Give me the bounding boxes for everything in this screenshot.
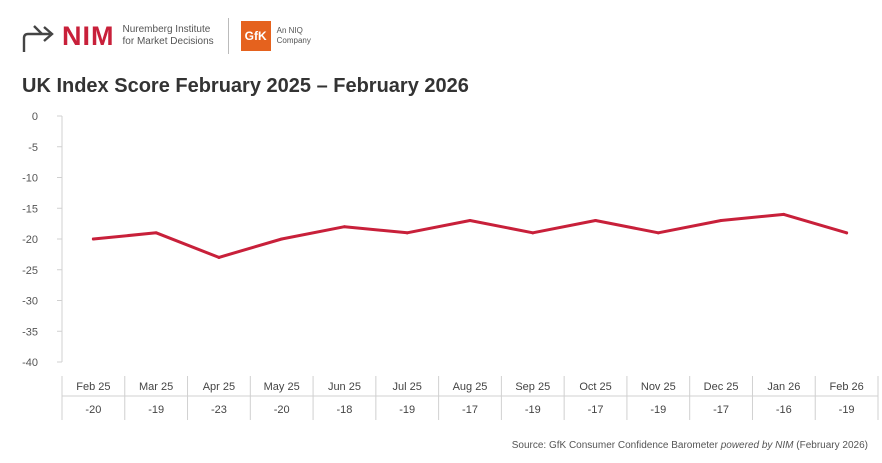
data-value-label: -19	[148, 404, 164, 416]
x-category-label: Sep 25	[515, 381, 550, 393]
y-tick-label: -25	[22, 265, 38, 277]
nim-arrow-icon	[22, 25, 54, 52]
data-value-label: -18	[337, 404, 353, 416]
x-category-label: Oct 25	[579, 381, 611, 393]
x-category-label: Jun 25	[328, 381, 361, 393]
data-point	[468, 219, 472, 223]
gfk-subtitle: An NIQ Company	[276, 26, 311, 45]
y-tick-label: -40	[22, 357, 38, 369]
x-category-label: Jan 26	[767, 381, 800, 393]
data-point	[280, 237, 284, 241]
y-tick-label: -20	[22, 234, 38, 246]
data-point	[91, 237, 95, 241]
header: NIM Nuremberg Institute for Market Decis…	[20, 14, 311, 58]
source-note: Source: GfK Consumer Confidence Baromete…	[511, 440, 868, 451]
data-point	[531, 231, 535, 235]
nim-logo-text: NIM	[62, 20, 115, 51]
y-tick-label: -15	[22, 203, 38, 215]
data-value-label: -19	[650, 404, 666, 416]
data-point	[719, 219, 723, 223]
x-category-label: Nov 25	[641, 381, 676, 393]
data-value-label: -19	[839, 404, 855, 416]
logo-divider	[227, 18, 229, 54]
data-value-label: -19	[525, 404, 541, 416]
data-value-label: -23	[211, 404, 227, 416]
x-category-label: Mar 25	[139, 381, 173, 393]
data-point	[656, 231, 660, 235]
data-value-label: -17	[713, 404, 729, 416]
x-category-label: Dec 25	[704, 381, 739, 393]
x-category-label: May 25	[264, 381, 300, 393]
x-category-label: Jul 25	[393, 381, 422, 393]
y-tick-label: 0	[32, 111, 38, 123]
data-value-label: -20	[85, 404, 101, 416]
x-category-label: Feb 25	[76, 381, 110, 393]
x-category-label: Apr 25	[203, 381, 235, 393]
data-point	[342, 225, 346, 229]
nim-subtitle: Nuremberg Institute for Market Decisions	[122, 24, 214, 47]
x-category-label: Feb 26	[829, 381, 863, 393]
data-point	[154, 231, 158, 235]
data-value-label: -16	[776, 404, 792, 416]
data-point	[782, 212, 786, 216]
y-tick-label: -30	[22, 296, 38, 308]
data-value-label: -20	[274, 404, 290, 416]
y-tick-label: -35	[22, 326, 38, 338]
x-category-label: Aug 25	[453, 381, 488, 393]
data-point	[845, 231, 849, 235]
gfk-logo: GfK	[240, 21, 271, 51]
data-value-label: -19	[399, 404, 415, 416]
y-tick-label: -5	[28, 142, 38, 154]
chart-title: UK Index Score February 2025 – February …	[22, 75, 469, 97]
line-chart: 0 -5 -10 -15 -20 -25 -30 -35 -40 Feb 25 Mar 25 Apr …	[22, 111, 879, 420]
data-value-label: -17	[588, 404, 604, 416]
data-point	[217, 255, 221, 259]
data-value-label: -17	[462, 404, 478, 416]
y-tick-label: -10	[22, 173, 38, 185]
data-point	[405, 231, 409, 235]
data-point	[594, 219, 598, 223]
